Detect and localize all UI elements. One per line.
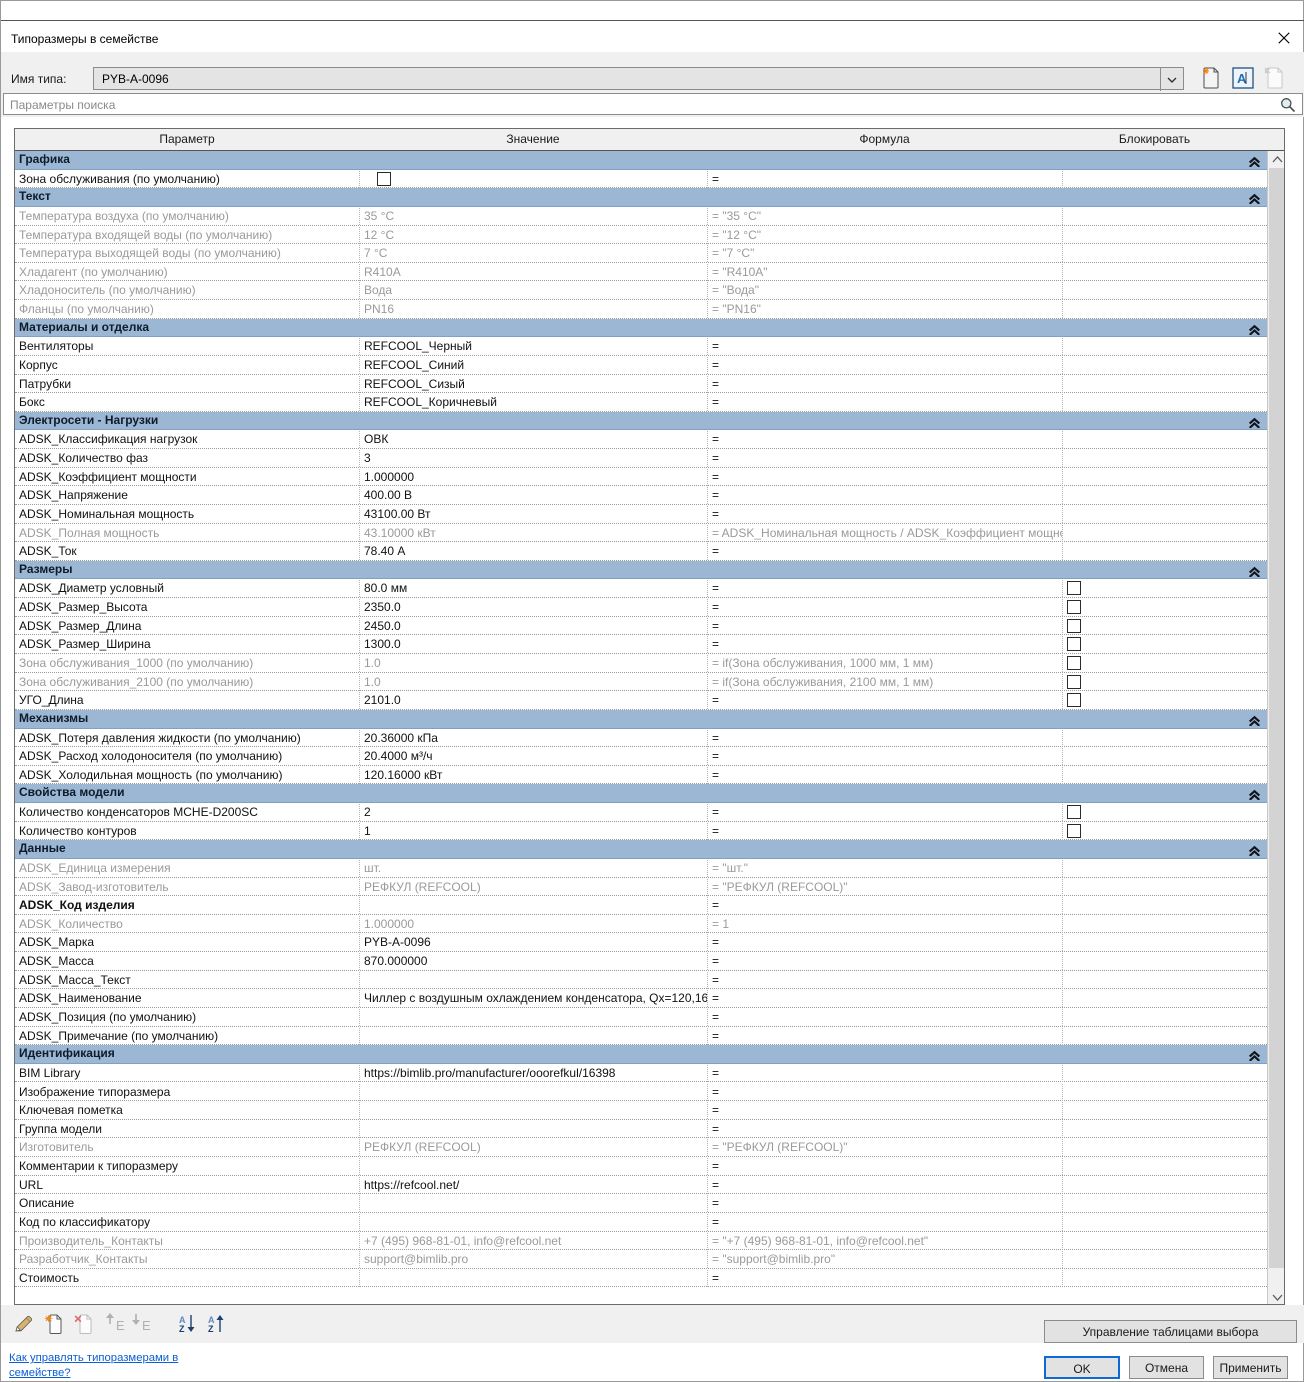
svg-text:E: E bbox=[142, 1318, 151, 1333]
svg-text:Z: Z bbox=[179, 1324, 185, 1334]
svg-text:E: E bbox=[116, 1318, 125, 1333]
svg-text:Z: Z bbox=[208, 1324, 214, 1334]
